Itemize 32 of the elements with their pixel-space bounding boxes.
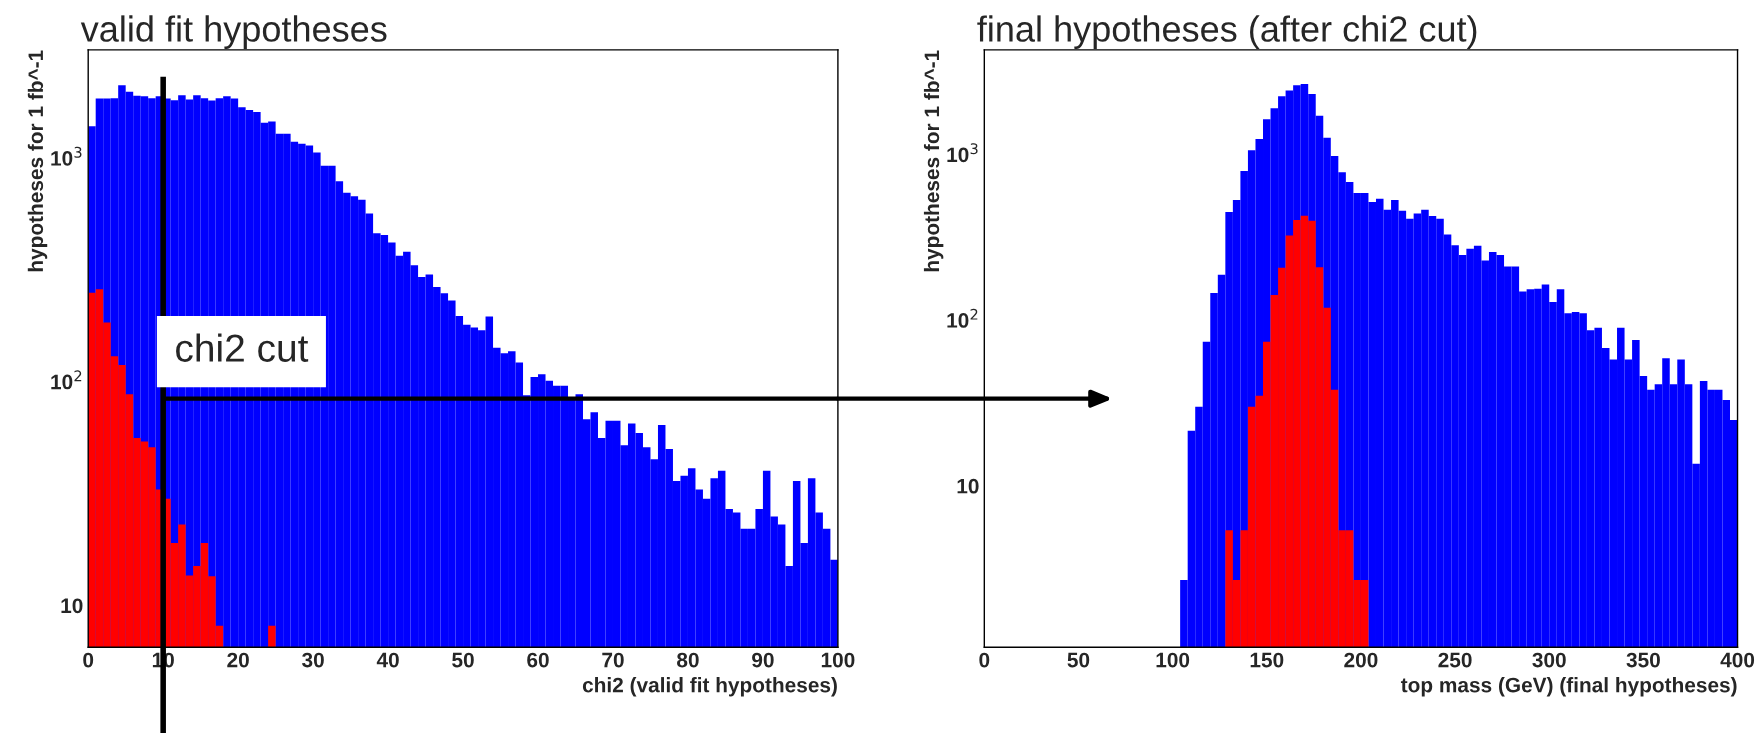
chart-title: valid fit hypotheses	[80, 15, 387, 49]
x-tick-label: 50	[1067, 652, 1090, 668]
y-tick-label: 10$^{3}$	[947, 143, 978, 163]
x-tick-label: 0	[979, 652, 990, 668]
x-tick-label: 350	[1626, 652, 1660, 668]
y-tick-label: 10$^{2}$	[947, 308, 978, 328]
x-tick-label: 60	[527, 652, 549, 668]
ref-line-label: chi2 cut	[176, 333, 309, 362]
y-tick-label: 10	[957, 478, 979, 494]
y-axis-title: hypotheses for 1 fb^-1	[923, 50, 944, 272]
x-tick-label: 100	[821, 652, 855, 668]
x-tick-label: 100	[1156, 652, 1190, 668]
y-tick-label: 10$^{2}$	[51, 370, 82, 390]
x-tick-label: 400	[1720, 652, 1755, 668]
y-axis-title: hypotheses for 1 fb^-1	[27, 50, 48, 272]
x-tick-label: 90	[752, 652, 774, 668]
x-tick-label: 80	[677, 652, 699, 668]
x-axis-title: chi2 (valid fit hypotheses)	[582, 677, 837, 697]
x-tick-label: 40	[376, 652, 399, 668]
y-tick-label: 10	[61, 598, 83, 614]
chart-title: final hypotheses (after chi2 cut)	[977, 15, 1477, 49]
x-axis-title: top mass (GeV) (final hypotheses)	[1400, 677, 1737, 697]
x-tick-label: 200	[1344, 652, 1378, 668]
x-tick-label: 30	[302, 652, 324, 668]
x-tick-label: 150	[1250, 652, 1284, 668]
x-tick-label: 20	[227, 652, 249, 668]
x-tick-label: 300	[1532, 652, 1566, 668]
y-tick-label: 10$^{3}$	[51, 146, 82, 166]
x-tick-label: 50	[452, 652, 474, 668]
x-tick-label: 70	[602, 652, 624, 668]
x-tick-label: 0	[83, 652, 94, 668]
x-tick-label: 250	[1438, 652, 1472, 668]
